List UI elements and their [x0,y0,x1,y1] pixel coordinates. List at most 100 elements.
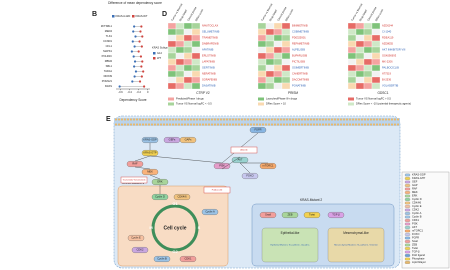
lipid-head [324,123,328,126]
lipid-head [219,123,223,126]
column-header: Drug target [358,8,368,21]
phenotype-box [327,227,385,263]
lipid-head [249,123,253,126]
dot [140,45,143,48]
lipid-head [249,118,253,121]
node [141,169,159,175]
heat-cell [191,46,201,54]
node [151,179,169,185]
phenotype-box [261,227,319,263]
lipid-head [330,123,334,126]
lipid-head [309,123,313,126]
lipid-head [261,123,265,126]
lipid-head [120,123,124,126]
phase-label: G2 [172,249,178,254]
legend-swatch [404,191,411,194]
membrane [114,118,400,126]
lipid-head [255,123,259,126]
legend-label: Cyclin E [412,204,422,208]
legend-label: FOXO [412,232,419,236]
legend-swatch [404,173,411,177]
heat-cell [183,52,193,60]
lipid-head [147,123,151,126]
drug-box [120,176,148,184]
lipid-head [141,118,145,121]
heat-cell [175,22,185,30]
heat-cell [183,58,193,66]
y-tick-label: DDX39 [104,74,113,78]
heat-cell [273,82,283,90]
legend-swatch [404,177,411,180]
heat-cell [191,58,201,66]
heat-cell [371,28,381,36]
node [173,194,191,200]
lipid-head [150,123,154,126]
lipid-head [213,118,217,121]
heat-cell [265,22,275,30]
node [179,256,197,262]
legend-swatch [404,247,411,250]
table-title: GDSC1 [378,91,389,95]
phase-label: S [198,225,201,230]
legend-swatch [112,15,115,18]
heat-cell [183,46,193,54]
lipid-head [315,123,319,126]
legend-label: Launched/Phase III+ drugs [266,97,298,101]
lipid-head [342,123,346,126]
lipid-head [339,123,343,126]
heat-cell [347,46,357,54]
lipid-head [243,123,247,126]
lipid-head [396,118,400,121]
lipid-head [270,123,274,126]
heat-cell [347,58,357,66]
dot [140,25,143,28]
drug-name: AT7519 [382,72,391,76]
heat-cell [265,46,275,54]
node-label: Snail [265,213,271,217]
node [179,137,197,143]
heat-cell [265,82,275,90]
heat-cell [257,28,267,36]
heat-cell [191,22,201,30]
lipid-head [228,123,232,126]
drug-name: ERLOTINIB [202,54,216,58]
node [201,209,219,215]
y-tick-label: TADA1 [104,69,113,73]
lipid-head [285,118,289,121]
dot [133,65,136,68]
heat-cell [363,22,373,30]
heat-cell [371,52,381,60]
lipid-head [156,123,160,126]
lipid-head [213,123,217,126]
lipid-head [153,123,157,126]
legend-label: Cyclin B [412,215,422,219]
lipid-head [354,118,358,121]
lipid-head [126,118,130,121]
lipid-head [273,123,277,126]
legend-label: RAF [412,187,418,191]
heat-cell [363,28,373,36]
lipid-head [381,118,385,121]
dot [140,65,143,68]
dot [131,40,134,43]
legend-label: CDK4/6 [412,201,422,205]
lipid-head [177,123,181,126]
lipid-head [372,118,376,121]
heat-cell [265,76,275,84]
column-header: Drug target [178,8,188,21]
drug-name: LAPATINIB [202,60,215,64]
lipid-head [357,123,361,126]
node-label: Cyclin D [155,195,165,199]
drug-name: REFAMETINIB [292,42,310,46]
lipid-head [276,118,280,121]
lipid-head [201,123,205,126]
node-label: TGF-β [332,213,340,217]
lipid-head [261,118,265,121]
dot [132,55,135,58]
heat-cell [191,52,201,60]
drug-name: PALBOCICLIB [382,66,399,70]
legend-label: Tumor VS Normal logFC < -0.5 [176,102,212,106]
lipid-head [288,118,292,121]
lipid-head [135,118,139,121]
heat-cell [175,76,185,84]
